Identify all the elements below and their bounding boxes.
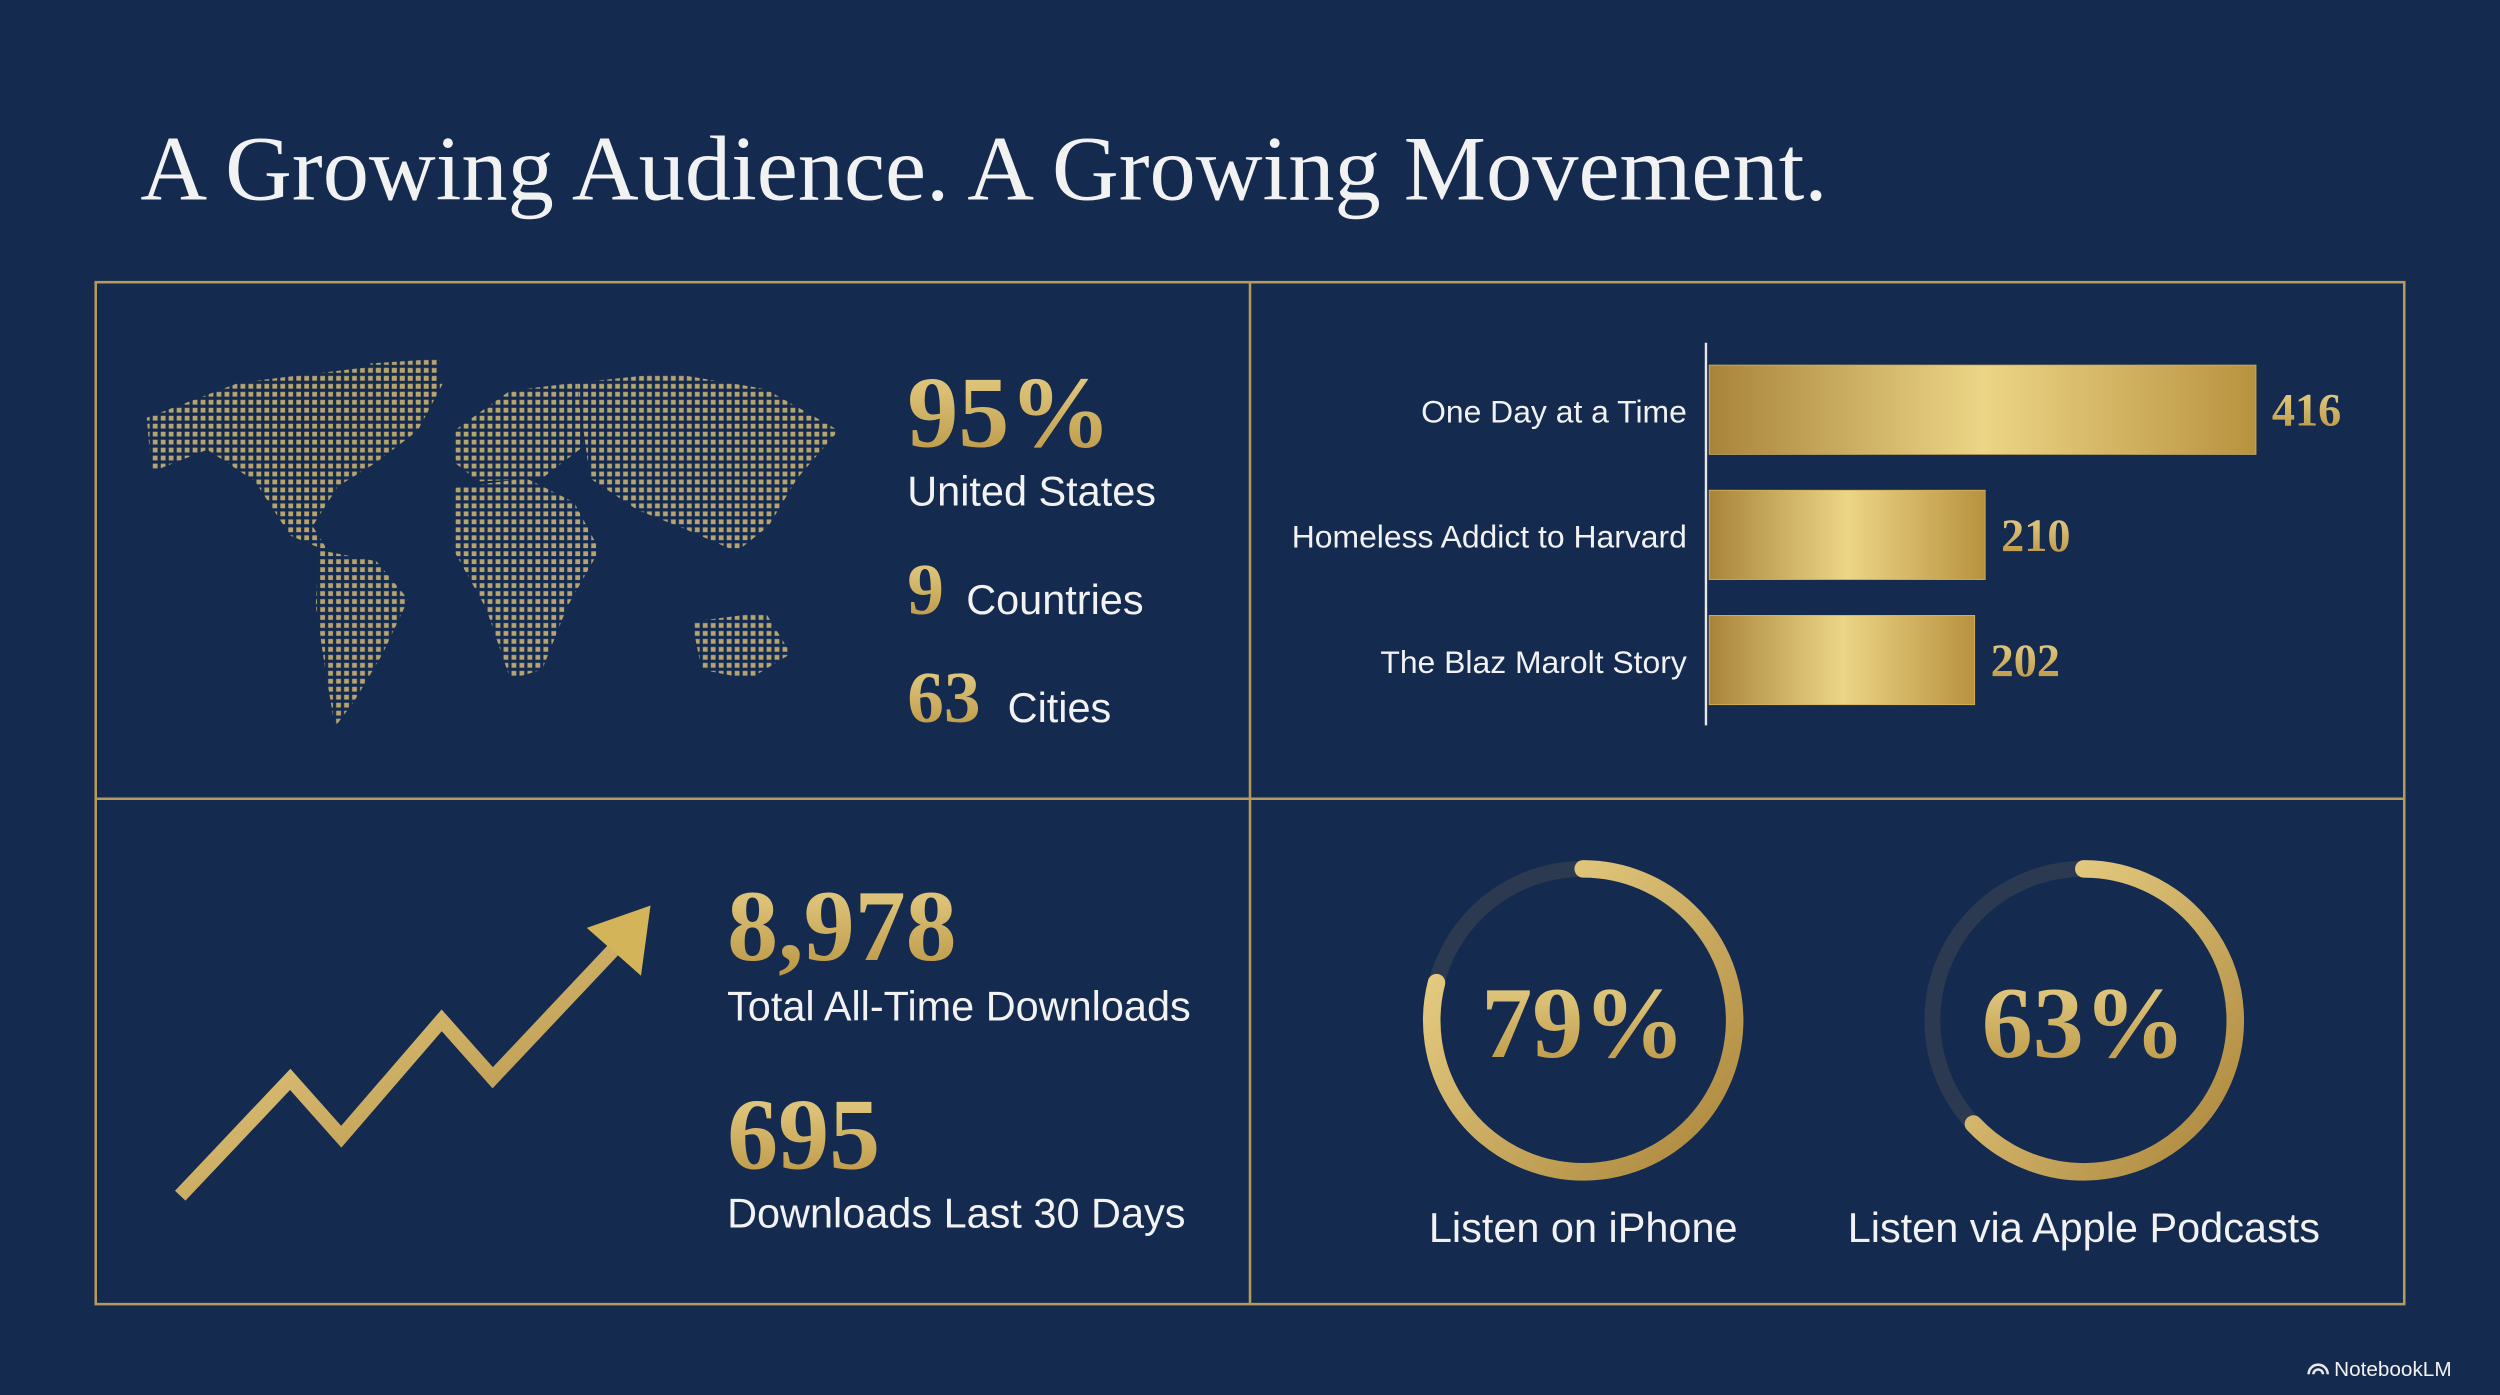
stat-label: Countries — [966, 576, 1143, 623]
stat-value: 63 — [907, 657, 980, 738]
bar-label: One Day at a Time — [1421, 393, 1687, 429]
stat-label: Total All-Time Downloads — [727, 982, 1191, 1029]
panel-grid — [94, 280, 2406, 1306]
bar-label: Homeless Addict to Harvard — [1292, 519, 1687, 555]
bar — [1708, 489, 1986, 580]
world-map — [146, 358, 839, 727]
stat-value: 95% — [907, 356, 1111, 469]
stat-value: 695 — [727, 1079, 880, 1192]
ring-arc — [1422, 860, 1744, 1181]
footer: NotebookLM — [2307, 1358, 2452, 1381]
ring-label: Listen via Apple Podcasts — [1848, 1204, 2320, 1251]
page-title: A Growing Audience. A Growing Movement. — [140, 117, 1827, 219]
bar-value: 210 — [2001, 510, 2070, 561]
bar-label: The Blaz Marolt Story — [1380, 644, 1687, 680]
stat-label: Downloads Last 30 Days — [727, 1190, 1185, 1237]
bar-value: 416 — [2272, 385, 2341, 436]
growth-arrow — [175, 905, 651, 1201]
stat-label: Cities — [1008, 684, 1112, 731]
bar-value: 202 — [1991, 635, 2060, 686]
stat-label: United States — [907, 467, 1156, 514]
bar — [1708, 614, 1976, 706]
footer-brand: NotebookLM — [2334, 1358, 2451, 1381]
ring-value: 63% — [1982, 967, 2186, 1080]
bar — [1708, 364, 2257, 455]
ring-arc — [1964, 860, 2244, 1181]
ring-label: Listen on iPhone — [1429, 1204, 1738, 1251]
stat-value: 9 — [907, 549, 944, 630]
ring-value: 79% — [1481, 967, 1685, 1080]
stat-value: 8,978 — [727, 870, 957, 983]
